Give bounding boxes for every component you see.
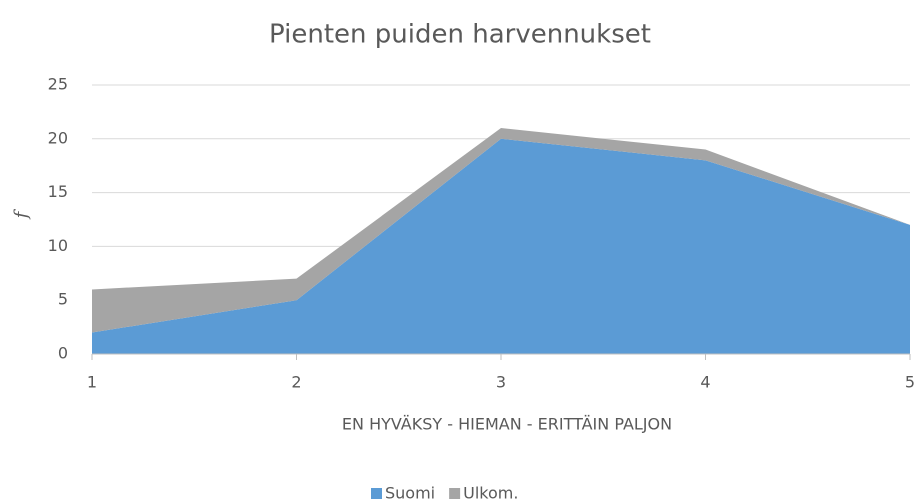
legend-swatch xyxy=(449,488,461,499)
legend-label: Ulkom. xyxy=(463,484,518,503)
x-tick-label: 5 xyxy=(905,373,915,392)
y-tick-label: 0 xyxy=(58,344,68,363)
x-tick-label: 1 xyxy=(87,373,97,392)
y-tick-label: 20 xyxy=(48,128,68,147)
x-tick-label: 2 xyxy=(291,373,301,392)
y-axis-label: f xyxy=(11,208,32,220)
legend-swatch xyxy=(371,488,382,499)
y-tick-label: 10 xyxy=(48,236,68,255)
legend-label: Suomi xyxy=(385,484,435,503)
x-tick-label: 4 xyxy=(700,373,710,392)
area xyxy=(92,128,910,333)
y-tick-label: 15 xyxy=(48,182,68,201)
x-axis-label: EN HYVÄKSY - HIEMAN - ERITTÄIN PALJON xyxy=(342,415,672,434)
chart-title: Pienten puiden harvennukset xyxy=(269,20,651,50)
y-tick-label: 25 xyxy=(48,75,68,94)
x-tick-label: 3 xyxy=(496,373,506,392)
y-tick-label: 5 xyxy=(58,290,68,309)
